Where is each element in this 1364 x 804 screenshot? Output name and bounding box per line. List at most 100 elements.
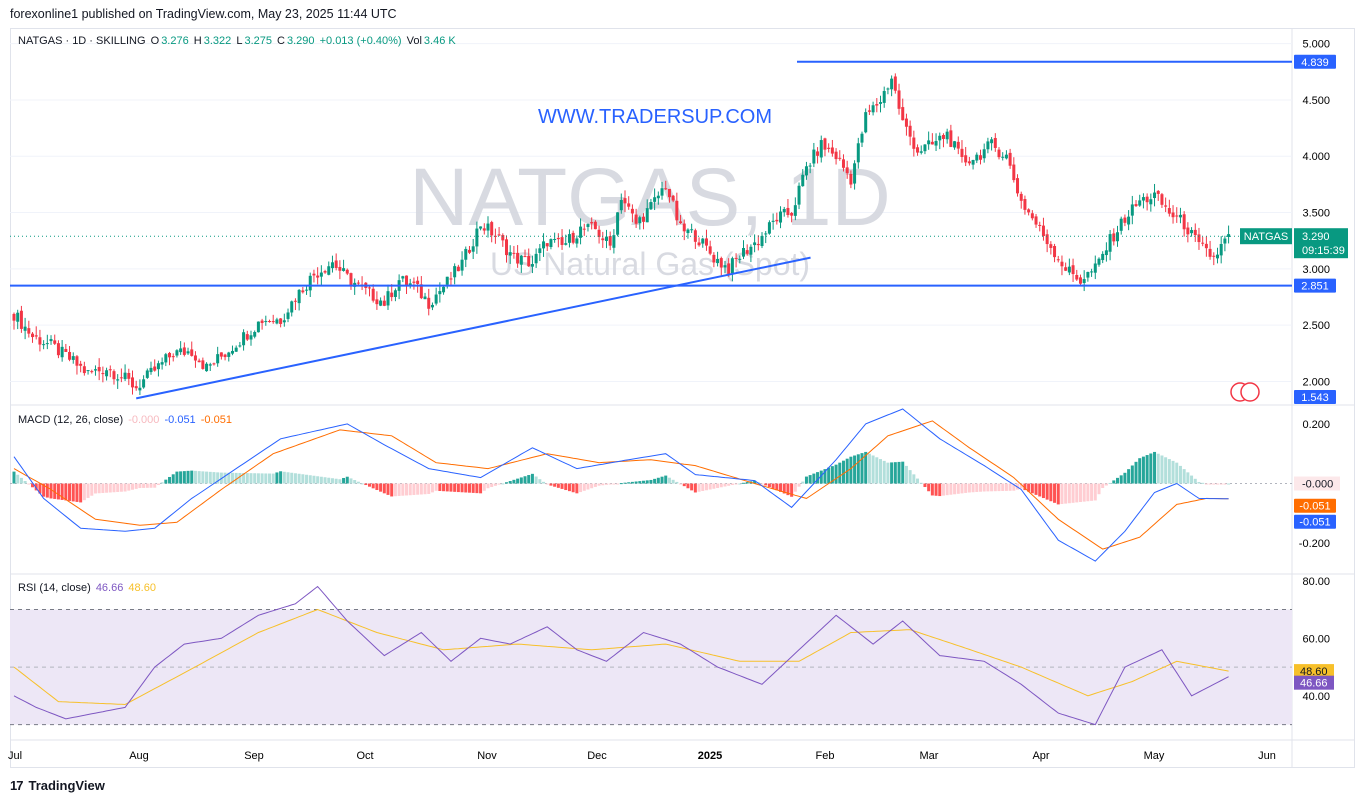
macd-hist-bar [364, 483, 368, 486]
candle-body [190, 349, 194, 356]
candle-body [1130, 204, 1134, 216]
macd-hist-bar [356, 481, 360, 484]
macd-hist-bar [490, 483, 494, 488]
macd-hist-bar [293, 473, 297, 484]
macd-hist-bar [1190, 475, 1194, 484]
candle-body [867, 110, 871, 112]
macd-hist-bar [1156, 453, 1160, 484]
macd-hist-bar [823, 469, 827, 484]
macd-hist-bar [34, 483, 38, 491]
macd-hist-bar [467, 483, 471, 493]
candle-body [201, 360, 205, 369]
macd-hist-bar [408, 483, 412, 496]
macd-hist-bar [71, 483, 75, 502]
candle-body [719, 258, 723, 268]
candle-body [901, 107, 905, 121]
macd-hist-bar [160, 482, 164, 484]
time-axis-label: Mar [920, 750, 939, 762]
macd-hist-bar [945, 483, 949, 496]
macd-hist-bar [638, 481, 642, 484]
candle-body [456, 266, 460, 272]
macd-hist-bar [745, 482, 749, 484]
macd-hist-bar [512, 479, 516, 484]
time-axis-label: Feb [816, 750, 835, 762]
candle-body [1075, 275, 1079, 280]
candle-body [312, 273, 316, 276]
macd-hist-bar [890, 462, 894, 484]
macd-hist-bar [230, 472, 234, 484]
candle-body [1127, 216, 1131, 225]
macd-title[interactable]: MACD (12, 26, close) [18, 414, 124, 426]
macd-hist-bar [434, 483, 438, 491]
candle-body [234, 347, 238, 352]
candle-body [123, 372, 127, 380]
candle-body [638, 217, 642, 224]
watermark-name: US Natural Gas (Spot) [490, 246, 810, 282]
candle-body [1078, 277, 1082, 284]
macd-hist-bar [456, 483, 460, 493]
candle-body [68, 351, 72, 360]
macd-hist-bar [275, 472, 279, 484]
rsi-badge: 46.66 [1300, 678, 1328, 690]
candle-body [1186, 227, 1190, 235]
macd-hist-bar [697, 483, 701, 492]
candle-body [556, 237, 560, 240]
macd-hist-bar [419, 483, 423, 495]
candle-body [945, 131, 949, 140]
candle-body [823, 138, 827, 150]
macd-hist-bar [405, 483, 409, 496]
main-legend: NATGAS · 1D · SKILLING O 3.276 H 3.322 L 3.… [18, 35, 458, 47]
macd-hist-bar [801, 481, 805, 484]
candle-body [590, 222, 594, 224]
macd-hist-bar [460, 483, 464, 493]
candle-body [464, 248, 468, 260]
candle-body [212, 363, 216, 365]
macd-hist-bar [227, 472, 231, 484]
macd-hist-bar [301, 474, 305, 484]
candle-body [593, 221, 597, 230]
macd-hist-bar [1186, 472, 1190, 484]
macd-hist-bar [982, 483, 986, 492]
candle-body [112, 371, 116, 380]
macd-line-badge-bg [1294, 514, 1336, 529]
macd-hist-bar [353, 480, 357, 484]
rsi-title[interactable]: RSI (14, close) [18, 582, 91, 594]
macd-hist-bar [193, 470, 197, 484]
candle-body [271, 321, 275, 323]
time-axis-label: Oct [356, 750, 373, 762]
macd-hist-bar [882, 460, 886, 484]
macd-hist-bar [975, 483, 979, 492]
macd-hist-bar [164, 479, 168, 484]
macd-hist-bar [530, 473, 534, 484]
candle-body [23, 326, 27, 331]
macd-hist-bar [978, 483, 982, 492]
time-axis-label: May [1144, 750, 1165, 762]
candle-body [1093, 263, 1097, 273]
rsi-badge-bg [1294, 675, 1334, 690]
macd-hist-bar [464, 483, 468, 493]
high-label: H [193, 35, 202, 47]
macd-hist-bar [782, 483, 786, 494]
candle-body [516, 252, 520, 264]
candle-body [978, 155, 982, 160]
candle-body [138, 387, 142, 391]
candle-body [149, 367, 153, 373]
candle-body [471, 246, 475, 252]
macd-hist-bar [864, 451, 868, 484]
candle-body [886, 88, 890, 90]
macd-hist-bar [630, 481, 634, 484]
macd-hist-bar [916, 478, 920, 484]
candle-body [182, 347, 186, 355]
tradingview-footer[interactable]: 17 TradingView [10, 778, 105, 793]
macd-hist-bar [586, 483, 590, 490]
macd-hist-bar [449, 483, 453, 492]
candle-body [31, 333, 35, 338]
price-tick-label: 2.000 [1302, 376, 1330, 388]
macd-hist-bar [775, 483, 779, 491]
symbol-label[interactable]: NATGAS · 1D · SKILLING [18, 35, 146, 47]
candle-body [767, 222, 771, 234]
candle-body [916, 147, 920, 153]
macd-hist-bar [479, 483, 483, 494]
candle-body [1016, 178, 1020, 194]
